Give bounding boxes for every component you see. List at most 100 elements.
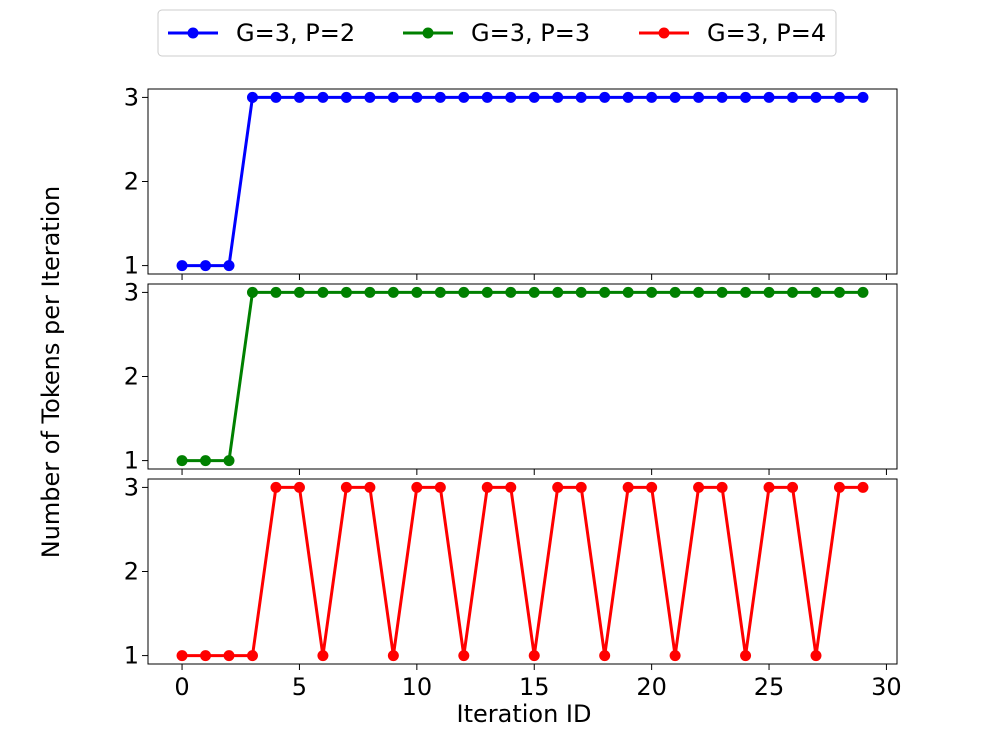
data-point <box>293 481 305 493</box>
data-point <box>857 481 869 493</box>
data-point <box>364 91 376 103</box>
x-tick-label: 5 <box>292 673 307 701</box>
x-axis-title: Iteration ID <box>457 700 592 728</box>
data-point <box>599 91 611 103</box>
data-point <box>176 650 188 662</box>
data-point <box>293 91 305 103</box>
data-point <box>857 91 869 103</box>
data-point <box>763 286 775 298</box>
data-point <box>317 286 329 298</box>
x-tick-label: 0 <box>174 673 189 701</box>
data-point <box>411 91 423 103</box>
data-point <box>481 91 493 103</box>
data-point <box>716 91 728 103</box>
data-point <box>810 650 822 662</box>
data-point <box>693 286 705 298</box>
x-tick-label: 20 <box>636 673 667 701</box>
series-line <box>182 95 863 268</box>
data-point <box>505 91 517 103</box>
data-point <box>669 91 681 103</box>
data-point <box>246 91 258 103</box>
data-point <box>716 286 728 298</box>
data-point <box>434 481 446 493</box>
data-point <box>575 286 587 298</box>
data-point <box>622 286 634 298</box>
data-point <box>646 91 658 103</box>
data-point <box>669 650 681 662</box>
legend-label: G=3, P=3 <box>471 19 590 47</box>
data-point <box>505 286 517 298</box>
data-point <box>481 286 493 298</box>
y-axis-title: Number of Tokens per Iteration <box>37 186 65 559</box>
data-point <box>434 286 446 298</box>
data-point <box>340 91 352 103</box>
data-point <box>246 650 258 662</box>
data-point <box>481 481 493 493</box>
data-point <box>599 286 611 298</box>
series-line <box>182 485 863 658</box>
data-point <box>787 481 799 493</box>
data-point <box>763 91 775 103</box>
data-point <box>646 286 658 298</box>
x-tick-label: 25 <box>754 673 785 701</box>
data-point <box>810 286 822 298</box>
data-point <box>528 91 540 103</box>
data-point <box>387 650 399 662</box>
data-point <box>223 260 235 272</box>
data-point <box>693 91 705 103</box>
data-point <box>833 481 845 493</box>
panel-1: 1 2 3 <box>124 83 898 280</box>
panel-3: 1 2 3 <box>124 473 898 670</box>
data-point <box>833 91 845 103</box>
data-point <box>622 91 634 103</box>
data-point <box>575 481 587 493</box>
data-point <box>740 91 752 103</box>
data-point <box>740 650 752 662</box>
y-tick-label: 2 <box>124 558 139 586</box>
y-tick-label: 1 <box>124 252 139 280</box>
data-point <box>575 91 587 103</box>
data-point <box>411 481 423 493</box>
data-point <box>270 481 282 493</box>
data-point <box>787 91 799 103</box>
legend-item: G=3, P=2 <box>168 19 355 47</box>
data-point <box>411 286 423 298</box>
data-point <box>693 481 705 493</box>
data-point <box>317 650 329 662</box>
data-point <box>763 481 775 493</box>
legend-item: G=3, P=4 <box>639 19 826 47</box>
data-point <box>740 286 752 298</box>
y-tick-label: 2 <box>124 168 139 196</box>
y-tick-label: 1 <box>124 447 139 475</box>
legend-item: G=3, P=3 <box>403 19 590 47</box>
legend-swatch-marker <box>187 27 199 39</box>
data-point <box>505 481 517 493</box>
data-point <box>200 650 212 662</box>
data-point <box>200 455 212 467</box>
legend-swatch-marker <box>658 27 670 39</box>
data-point <box>176 260 188 272</box>
data-point <box>552 286 564 298</box>
data-point <box>364 286 376 298</box>
series-line <box>182 290 863 463</box>
data-point <box>246 286 258 298</box>
data-point <box>528 650 540 662</box>
y-tick-label: 3 <box>124 278 139 306</box>
data-point <box>434 91 446 103</box>
x-tick-label: 30 <box>871 673 902 701</box>
data-point <box>340 481 352 493</box>
x-tick-label: 15 <box>519 673 550 701</box>
data-point <box>599 650 611 662</box>
data-point <box>857 286 869 298</box>
data-point <box>810 91 822 103</box>
legend-swatch-marker <box>422 27 434 39</box>
data-point <box>833 286 845 298</box>
data-point <box>223 650 235 662</box>
panel-2: 1 2 3 <box>124 278 898 475</box>
legend-label: G=3, P=4 <box>707 19 826 47</box>
y-tick-label: 3 <box>124 473 139 501</box>
panel-frame <box>147 88 898 275</box>
y-tick-label: 3 <box>124 83 139 111</box>
x-tick-label: 10 <box>402 673 433 701</box>
